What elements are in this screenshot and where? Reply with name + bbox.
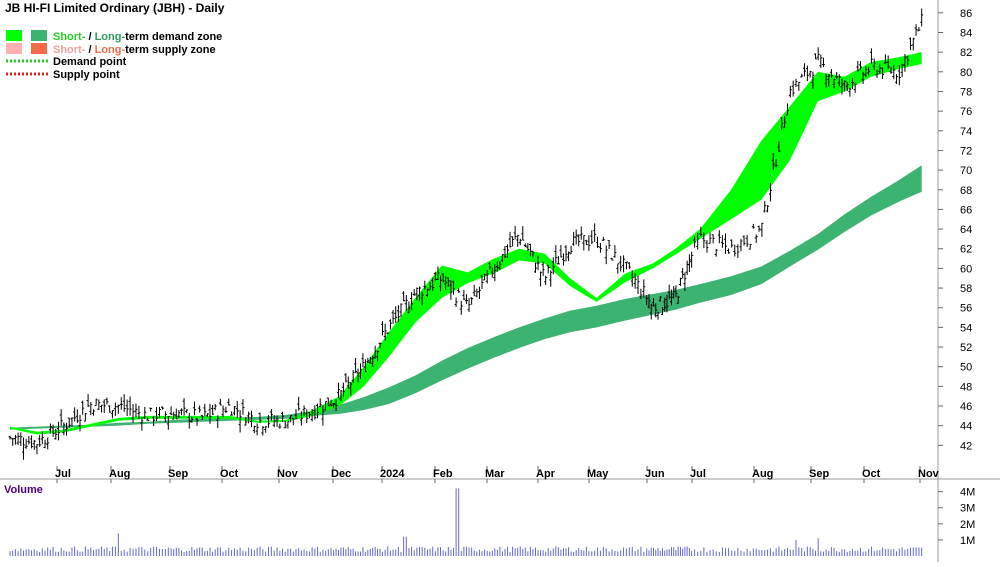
x-tick-label: Mar bbox=[485, 468, 505, 480]
x-tick-label: May bbox=[587, 468, 609, 480]
x-tick-label: Oct bbox=[220, 468, 239, 480]
volume-y-tick-label: 2M bbox=[960, 519, 975, 531]
y-tick-label: 68 bbox=[960, 185, 972, 197]
x-tick-label: Apr bbox=[536, 468, 556, 480]
y-tick-label: 70 bbox=[960, 165, 972, 177]
y-tick-label: 78 bbox=[960, 86, 972, 98]
y-tick-label: 42 bbox=[960, 440, 972, 452]
zone-layer bbox=[10, 52, 922, 435]
legend-supply-sep: / bbox=[85, 44, 94, 56]
legend-supply-long: Long- bbox=[95, 44, 126, 56]
y-tick-label: 72 bbox=[960, 145, 972, 157]
y-tick-label: 64 bbox=[960, 224, 972, 236]
volume-y-tick-label: 3M bbox=[960, 503, 975, 515]
x-tick-label: Jul bbox=[690, 468, 706, 480]
y-tick-label: 52 bbox=[960, 342, 972, 354]
x-tick-label: Dec bbox=[331, 468, 351, 480]
volume-panel-title: Volume bbox=[4, 484, 43, 496]
volume-layer bbox=[9, 488, 923, 556]
y-tick-label: 44 bbox=[960, 421, 972, 433]
x-tick-label: Nov bbox=[277, 468, 299, 480]
legend-supply-short: Short- bbox=[53, 44, 86, 56]
volume-y-tick-label: 1M bbox=[960, 535, 975, 547]
x-tick-label: Sep bbox=[809, 468, 829, 480]
short-term-demand-zone bbox=[10, 52, 922, 435]
long-term-demand-zone bbox=[10, 165, 922, 430]
legend-supply-point-label: Supply point bbox=[53, 69, 120, 81]
x-tick-label: Feb bbox=[433, 468, 453, 480]
legend-long-supply-swatch bbox=[31, 43, 47, 54]
chart-title: JB HI-FI Limited Ordinary (JBH) - Daily bbox=[5, 1, 225, 15]
y-tick-label: 84 bbox=[960, 27, 972, 39]
x-tick-label: Jul bbox=[55, 468, 71, 480]
y-tick-label: 48 bbox=[960, 381, 972, 393]
legend-supply-zone-label: Short- / Long-term supply zone bbox=[53, 44, 216, 56]
legend-demand-rest: term demand zone bbox=[125, 31, 222, 43]
x-tick-label: Aug bbox=[109, 468, 130, 480]
volume-y-tick-label: 4M bbox=[960, 487, 975, 499]
legend-demand-zone-label: Short- / Long-term demand zone bbox=[53, 31, 222, 43]
legend: Short- / Long-term demand zone Short- / … bbox=[6, 30, 222, 81]
y-tick-label: 50 bbox=[960, 362, 972, 374]
x-tick-label: Oct bbox=[862, 468, 881, 480]
legend-short-demand-swatch bbox=[6, 30, 22, 41]
legend-supply-rest: term supply zone bbox=[125, 44, 215, 56]
x-tick-label: 2024 bbox=[380, 468, 405, 480]
legend-demand-point-label: Demand point bbox=[53, 56, 127, 68]
y-tick-label: 46 bbox=[960, 401, 972, 413]
y-tick-label: 54 bbox=[960, 322, 972, 334]
y-tick-label: 82 bbox=[960, 47, 972, 59]
y-tick-label: 74 bbox=[960, 126, 972, 138]
y-tick-label: 62 bbox=[960, 244, 972, 256]
legend-demand-sep: / bbox=[85, 31, 94, 43]
y-tick-label: 76 bbox=[960, 106, 972, 118]
x-tick-label: Sep bbox=[168, 468, 188, 480]
candle-layer bbox=[8, 8, 924, 460]
x-tick-label: Aug bbox=[752, 468, 773, 480]
y-tick-label: 58 bbox=[960, 283, 972, 295]
y-tick-label: 56 bbox=[960, 303, 972, 315]
y-tick-label: 66 bbox=[960, 204, 972, 216]
y-tick-label: 60 bbox=[960, 263, 972, 275]
legend-long-demand-swatch bbox=[31, 30, 47, 41]
x-tick-label: Jun bbox=[645, 468, 665, 480]
legend-demand-short: Short- bbox=[53, 31, 86, 43]
y-tick-label: 86 bbox=[960, 8, 972, 20]
y-tick-label: 80 bbox=[960, 67, 972, 79]
legend-short-supply-swatch bbox=[6, 43, 22, 54]
x-tick-label: Nov bbox=[918, 468, 940, 480]
legend-demand-long: Long- bbox=[95, 31, 126, 43]
